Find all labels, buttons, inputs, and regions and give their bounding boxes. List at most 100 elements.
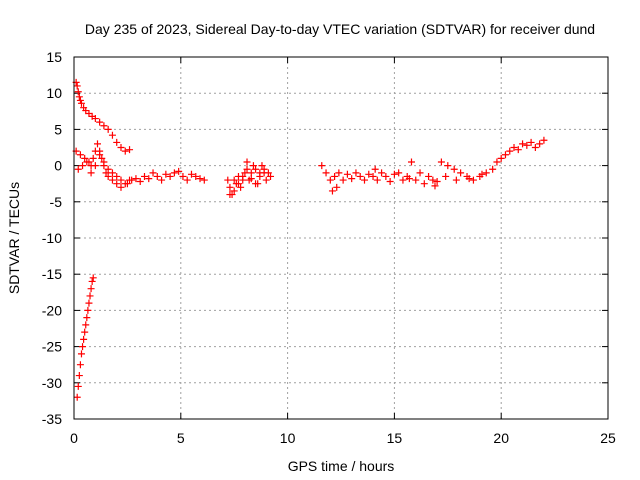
data-point <box>382 172 390 180</box>
data-point <box>113 180 121 188</box>
data-point <box>247 175 255 183</box>
data-point <box>390 170 398 178</box>
data-point <box>322 169 330 177</box>
data-point <box>153 172 161 180</box>
data-point <box>328 187 336 195</box>
data-point <box>170 169 178 177</box>
data-point <box>243 165 251 173</box>
axis-ticks: 0 5 10 15 20 25 15 10 5 0 -5 -10 -15 -20 -25 -30 -35 <box>42 49 616 446</box>
data-point <box>117 183 125 191</box>
chart-title: Day 235 of 2023, Sidereal Day-to-day VTE… <box>85 21 595 37</box>
data-point <box>478 170 486 178</box>
data-point <box>93 140 101 148</box>
data-point <box>226 191 234 199</box>
data-point <box>187 170 195 178</box>
data-point <box>405 175 413 183</box>
data-point <box>88 277 96 285</box>
data-point <box>87 285 95 293</box>
data-point <box>256 169 264 177</box>
data-point <box>531 144 539 151</box>
data-point <box>356 172 364 180</box>
data-point <box>241 169 249 177</box>
y-tick-label: 0 <box>54 158 62 174</box>
x-tick-label: 25 <box>600 430 616 446</box>
data-point <box>360 176 368 184</box>
data-point <box>100 158 108 166</box>
data-point <box>489 165 497 173</box>
data-point <box>104 172 112 180</box>
data-point <box>79 162 87 170</box>
data-point <box>83 158 91 166</box>
data-point <box>108 169 116 177</box>
data-point <box>149 169 157 177</box>
data-point <box>425 172 433 180</box>
data-point <box>510 144 518 151</box>
data-point <box>75 93 83 101</box>
data-point <box>416 169 424 177</box>
data-point <box>230 176 238 184</box>
data-point <box>73 393 81 401</box>
data-point <box>102 169 110 177</box>
data-point <box>433 178 441 186</box>
grid <box>74 57 608 419</box>
data-point <box>457 169 465 177</box>
data-point <box>145 175 153 183</box>
plot-frame <box>73 56 609 420</box>
data-point <box>96 151 104 159</box>
data-point <box>469 176 477 184</box>
y-tick-label: -10 <box>42 230 62 246</box>
data-point <box>74 88 82 96</box>
data-point <box>444 162 452 170</box>
data-point <box>74 165 82 173</box>
data-point <box>252 180 260 188</box>
data-point <box>77 350 85 358</box>
data-point <box>429 176 437 184</box>
data-point <box>117 176 125 184</box>
data-point <box>128 176 136 184</box>
data-point <box>80 335 88 343</box>
data-point <box>140 172 148 180</box>
data-point <box>450 165 458 173</box>
data-point <box>339 176 347 184</box>
data-point <box>237 183 245 191</box>
data-points <box>72 78 548 401</box>
data-point <box>132 175 140 183</box>
data-point <box>412 176 420 184</box>
data-point <box>108 176 116 184</box>
data-point <box>91 162 99 170</box>
data-point <box>540 136 548 144</box>
x-tick-label: 15 <box>387 430 403 446</box>
data-point <box>82 321 90 329</box>
data-point <box>431 182 439 190</box>
data-point <box>96 118 104 126</box>
series-band-7-9h <box>224 158 275 199</box>
data-point <box>348 175 356 183</box>
data-point <box>326 176 334 184</box>
data-point <box>86 292 94 300</box>
y-tick-label: -5 <box>50 194 63 210</box>
y-tick-label: -15 <box>42 266 62 282</box>
y-tick-label: -30 <box>42 375 62 391</box>
data-point <box>123 180 131 188</box>
data-point <box>527 138 535 146</box>
data-point <box>399 176 407 184</box>
y-tick-label: -20 <box>42 302 62 318</box>
data-point <box>501 151 509 159</box>
data-point <box>260 165 268 173</box>
data-point <box>81 328 89 336</box>
data-point <box>192 172 200 180</box>
data-point <box>264 169 272 177</box>
data-point <box>536 140 544 148</box>
series-early-steep <box>73 274 97 401</box>
data-point <box>335 169 343 177</box>
data-point <box>117 144 125 151</box>
x-tick-label: 10 <box>280 430 296 446</box>
data-point <box>113 138 121 146</box>
y-tick-label: -35 <box>42 411 62 427</box>
data-point <box>196 175 204 183</box>
data-point <box>158 176 166 184</box>
data-point <box>442 172 450 180</box>
x-axis-label: GPS time / hours <box>288 458 395 474</box>
y-tick-label: 5 <box>54 121 62 137</box>
